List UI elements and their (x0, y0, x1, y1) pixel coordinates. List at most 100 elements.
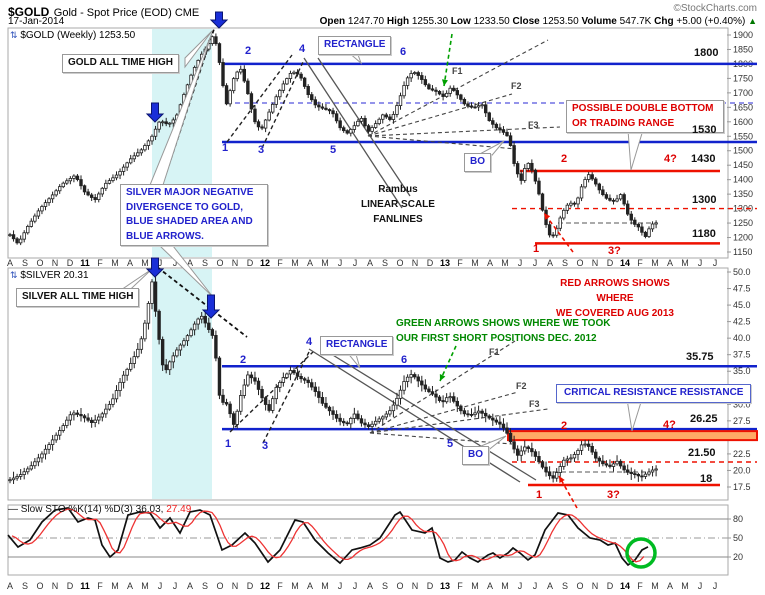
axis-month-top: A (547, 258, 553, 268)
gold-red-arrow-head (544, 213, 551, 220)
silver-level-3575: 35.75 (686, 351, 714, 363)
silver-resistance-band (507, 430, 758, 442)
axis-month-bottom: J (158, 581, 163, 591)
sto-legend-text: Slow STO %K(14) %D(3) (20, 504, 133, 515)
silver-fan-f3: F3 (529, 399, 540, 409)
silver-number-6: 6 (401, 354, 408, 366)
axis-month-bottom: O (396, 581, 403, 591)
gold-toggle-icon[interactable]: ⇅ (10, 30, 18, 40)
gold-red-1: 1 (533, 243, 540, 255)
gold-axis-label: 1750 (733, 73, 753, 83)
axis-month-bottom: A (187, 581, 193, 591)
axis-month-bottom: M (651, 581, 659, 591)
divergence-pointer-down (158, 245, 214, 298)
axis-month-bottom: M (111, 581, 119, 591)
silver-axis-label: 47.5 (733, 284, 751, 294)
gold-trend-3-4 (261, 59, 305, 149)
up-triangle-icon: ▲ (748, 16, 757, 26)
axis-month-bottom: J (338, 581, 343, 591)
axis-month-bottom: S (22, 581, 28, 591)
axis-month-bottom: M (471, 581, 479, 591)
silver-trend-3-4 (262, 351, 310, 444)
gold-axis-label: 1700 (733, 88, 753, 98)
sto-axis-label: 20 (733, 552, 743, 562)
silver-fan-f1: F1 (489, 347, 500, 357)
silver-green-arrow-head (439, 374, 446, 381)
axis-month-top: J (353, 258, 358, 268)
silver-axis-label: 17.5 (733, 482, 751, 492)
axis-month-top: M (141, 258, 149, 268)
silver-axis-label: 20.0 (733, 465, 751, 475)
axis-month-bottom: A (487, 581, 493, 591)
axis-month-top: O (576, 258, 583, 268)
silver-axis-label: 50.0 (733, 267, 751, 277)
gold-fan-f1: F1 (452, 66, 463, 76)
silver-axis-label: 40.0 (733, 333, 751, 343)
silver-axis-label: 42.5 (733, 317, 751, 327)
axis-month-bottom: J (173, 581, 178, 591)
axis-month-top: A (487, 258, 493, 268)
axis-month-top: M (321, 258, 329, 268)
silver-cyan-band (152, 269, 212, 499)
silver-number-2: 2 (240, 354, 247, 366)
axis-month-top: J (713, 258, 718, 268)
quote-bar: Open 1247.70 High 1255.30 Low 1233.50 Cl… (320, 16, 757, 27)
gold-axis-label: 1850 (733, 44, 753, 54)
axis-month-bottom: D (247, 581, 254, 591)
divergence-callout: SILVER MAJOR NEGATIVE DIVERGENCE TO GOLD… (120, 184, 268, 246)
axis-month-top: N (412, 258, 419, 268)
silver-toggle-icon[interactable]: ⇅ (10, 270, 18, 280)
gold-green-arrow (443, 33, 453, 87)
gold-mid-blue-arrow (145, 102, 165, 123)
axis-month-top: F (97, 258, 103, 268)
axis-month-top: A (667, 258, 673, 268)
silver-level-18: 18 (700, 473, 713, 485)
gold-number-5: 5 (330, 144, 337, 156)
axis-month-bottom: J (713, 581, 718, 591)
chg-value: +5.00 (+0.40%) (676, 16, 746, 27)
gold-number-4: 4 (299, 43, 306, 55)
gold-number-2: 2 (245, 45, 252, 57)
silver-fan-f2: F2 (516, 381, 527, 391)
silver-axis-label: 30.0 (733, 399, 751, 409)
gold-channel-line-1 (303, 57, 403, 209)
chart-header: $GOLD Gold - Spot Price (EOD) CME (8, 3, 199, 21)
axis-month-bottom: A (547, 581, 553, 591)
axis-month-top: M (111, 258, 119, 268)
gold-rectangle-callout: RECTANGLE (318, 36, 392, 55)
gold-red-2: 2 (561, 153, 568, 165)
copyright: ©StockCharts.com (673, 3, 757, 14)
axis-month-bottom: F (97, 581, 103, 591)
symbol-description: Gold - Spot Price (EOD) CME (53, 7, 200, 19)
axis-month-top: 12 (260, 258, 270, 268)
axis-month-top: S (22, 258, 28, 268)
silver-red-4q: 4? (663, 419, 676, 431)
gold-axis-label: 1900 (733, 30, 753, 40)
sto-axis-label: 50 (733, 533, 743, 543)
axis-month-bottom: S (562, 581, 568, 591)
axis-month-bottom: A (307, 581, 313, 591)
silver-axis-label: 35.0 (733, 366, 751, 376)
axis-month-bottom: M (681, 581, 689, 591)
axis-month-top: F (637, 258, 643, 268)
sto-k-line (7, 507, 649, 567)
axis-month-top: D (67, 258, 74, 268)
sto-legend: — Slow STO %K(14) %D(3) 36.03, 27.49 (8, 504, 191, 515)
sto-axis-label: 80 (733, 514, 743, 524)
symbol-label: $GOLD (8, 5, 50, 19)
silver-rectangle-callout: RECTANGLE (320, 336, 394, 355)
axis-month-top: F (277, 258, 283, 268)
axis-month-top: A (187, 258, 193, 268)
gold-red-arrow (543, 212, 574, 253)
axis-month-bottom: 11 (80, 581, 90, 591)
gold-fanline-f2 (367, 93, 513, 137)
silver-fanline-breakdown (369, 432, 513, 445)
silver-level-2150: 21.50 (688, 447, 716, 459)
axis-month-top: J (338, 258, 343, 268)
axis-month-bottom: S (382, 581, 388, 591)
rambus-note: Rambus LINEAR SCALE FANLINES (361, 184, 435, 225)
axis-month-top: M (471, 258, 479, 268)
axis-month-top: M (291, 258, 299, 268)
sto-line-swatch: — (8, 504, 18, 515)
silver-red-arrow-head (559, 476, 565, 483)
